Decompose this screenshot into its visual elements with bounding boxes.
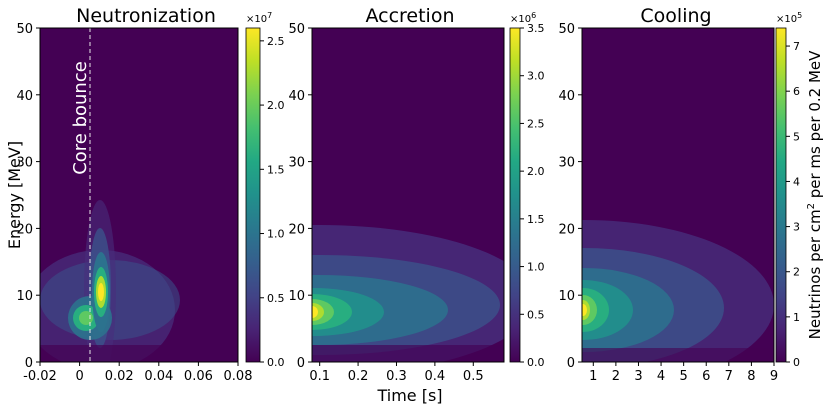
- colorbar-tick-label: 4: [793, 175, 800, 188]
- x-tick-label: 1: [589, 369, 597, 384]
- colorbar: [245, 27, 261, 363]
- colorbar-tick-label: 0.5: [527, 308, 545, 321]
- colorbar-tick-label: 7: [793, 40, 800, 53]
- panel-title: Cooling: [640, 5, 711, 27]
- x-tick-label: 4: [657, 369, 665, 384]
- y-tick-label: 50: [16, 22, 33, 37]
- core-bounce-annotation: Core bounce: [70, 61, 91, 175]
- x-tick-label: 0.04: [144, 369, 173, 384]
- x-tick-label: 0.4: [425, 369, 446, 384]
- colorbar-multiplier: ×107: [246, 11, 272, 25]
- heatmap-field: [582, 220, 774, 362]
- plot-frame: [39, 27, 239, 363]
- x-axis-ticks: 0.1 0.2 0.3 0.4 0.5: [309, 362, 484, 384]
- panel-neutronization: Neutronization Core bounce -0.02 0 0.02 0.0…: [5, 5, 285, 384]
- y-axis-ticks: 0 10 20 30 40 50: [558, 22, 582, 371]
- colorbar-tick-label: 2: [793, 266, 800, 279]
- x-axis-ticks: -0.02 0 0.02 0.04 0.06 0.08: [23, 362, 252, 384]
- y-tick-label: 0: [567, 356, 575, 371]
- colorbar-tick-label: 2.0: [527, 165, 545, 178]
- x-tick-label: 6: [702, 369, 710, 384]
- x-tick-label: 0.06: [184, 369, 213, 384]
- y-tick-label: 10: [558, 289, 575, 304]
- y-tick-label: 30: [16, 156, 33, 171]
- colorbar-label: Neutrinos per cm2 per ms per 0.2 MeV: [806, 50, 824, 339]
- colorbar-tick-label: 2.0: [267, 99, 285, 112]
- y-axis-ticks: 0 10 20 30 40 50: [288, 22, 312, 371]
- colorbar-tick-label: 3: [793, 221, 800, 234]
- x-tick-label: 5: [680, 369, 688, 384]
- heatmap-field: [40, 200, 238, 362]
- colorbar: [509, 27, 521, 363]
- colorbar-tick-label: 1: [793, 311, 800, 324]
- colorbar-tick-label: 2.5: [527, 117, 545, 130]
- x-tick-label: 0.2: [348, 369, 369, 384]
- x-tick-label: 0.5: [463, 369, 484, 384]
- x-tick-label: 9: [770, 369, 778, 384]
- y-axis-label: Energy [MeV]: [5, 141, 24, 249]
- colorbar-tick-label: 3.0: [527, 70, 545, 83]
- panel-accretion: Accretion 0.1 0.2 0.3 0.4 0.5 0 10 20 30 40 50 Ti…: [288, 5, 545, 405]
- x-tick-label: 3: [634, 369, 642, 384]
- colorbar-ticks: 0.0 0.5 1.0 1.5 2.0 2.5: [260, 35, 285, 369]
- colorbar-tick-label: 1.5: [527, 213, 545, 226]
- colorbar-tick-label: 1.5: [267, 163, 285, 176]
- x-tick-label: -0.02: [23, 369, 57, 384]
- y-tick-label: 0: [25, 356, 33, 371]
- colorbar-tick-label: 3.5: [527, 22, 545, 35]
- colorbar-tick-label: 1.0: [527, 261, 545, 274]
- colorbar-tick-label: 6: [793, 85, 800, 98]
- y-tick-label: 20: [558, 222, 575, 237]
- colorbar-tick-label: 0.0: [527, 356, 545, 369]
- y-tick-label: 40: [288, 89, 305, 104]
- x-tick-label: 0.08: [224, 369, 253, 384]
- y-tick-label: 10: [288, 289, 305, 304]
- y-tick-label: 20: [288, 222, 305, 237]
- plot-frame: [311, 27, 505, 363]
- colorbar-ticks: 0.0 0.5 1.0 1.5 2.0 2.5 3.0 3.5: [520, 22, 545, 369]
- x-tick-label: 7: [725, 369, 733, 384]
- colorbar-tick-label: 1.0: [267, 228, 285, 241]
- y-tick-label: 40: [558, 89, 575, 104]
- panel-title: Neutronization: [76, 5, 216, 27]
- colorbar-ticks: 0 1 2 3 4 5 6 7: [786, 40, 800, 369]
- colorbar-tick-label: 5: [793, 130, 800, 143]
- colorbar-tick-label: 0.0: [267, 356, 285, 369]
- x-tick-label: 0.3: [386, 369, 407, 384]
- x-tick-label: 2: [612, 369, 620, 384]
- colorbar-tick-label: 2.5: [267, 35, 285, 48]
- y-axis-ticks: 0 10 20 30 40 50: [16, 22, 40, 371]
- colorbar-tick-label: 0: [793, 356, 800, 369]
- heatmap-field: [312, 225, 504, 362]
- y-tick-label: 40: [16, 89, 33, 104]
- y-tick-label: 30: [288, 156, 305, 171]
- panel-title: Accretion: [365, 5, 454, 27]
- x-axis-label: Time [s]: [376, 386, 442, 405]
- y-tick-label: 50: [288, 22, 305, 37]
- plot-frame: [581, 27, 775, 363]
- x-tick-label: 8: [747, 369, 755, 384]
- x-tick-label: 0: [75, 369, 83, 384]
- y-tick-label: 20: [16, 222, 33, 237]
- colorbar-multiplier: ×105: [776, 11, 802, 25]
- x-tick-label: 0.02: [105, 369, 134, 384]
- y-tick-label: 30: [558, 156, 575, 171]
- y-tick-label: 50: [558, 22, 575, 37]
- colorbar-multiplier: ×106: [510, 11, 536, 25]
- colorbar-tick-label: 0.5: [267, 292, 285, 305]
- colorbar: [775, 27, 787, 363]
- y-tick-label: 10: [16, 289, 33, 304]
- x-tick-label: 0.1: [309, 369, 330, 384]
- y-tick-label: 0: [297, 356, 305, 371]
